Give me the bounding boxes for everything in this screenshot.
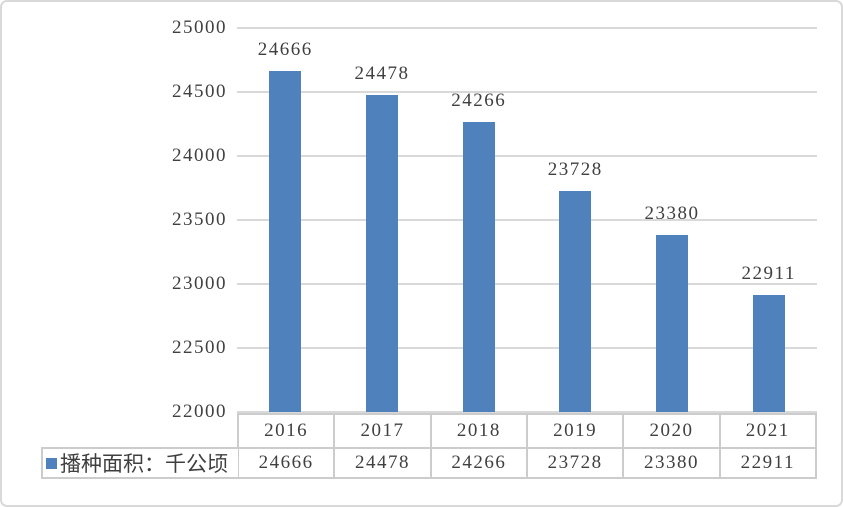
bar-value-label: 23380 bbox=[644, 203, 700, 225]
bar-2019 bbox=[559, 190, 592, 412]
gridline bbox=[237, 27, 817, 29]
gridline bbox=[237, 347, 817, 349]
bar-2018 bbox=[462, 122, 495, 412]
y-axis-tick-label: 22500 bbox=[172, 337, 227, 358]
year-cell: 2020 bbox=[622, 415, 718, 447]
value-cell: 24478 bbox=[333, 449, 429, 477]
table-value-row: 24666 24478 24266 23728 23380 22911 bbox=[237, 447, 817, 479]
bar-value-label: 24666 bbox=[257, 38, 313, 60]
bar-value-label: 22911 bbox=[741, 263, 796, 285]
y-axis-tick-label: 25000 bbox=[172, 17, 227, 38]
legend: 播种面积：千公顷 bbox=[41, 447, 238, 479]
bar-2021 bbox=[752, 295, 785, 412]
gridline bbox=[237, 411, 817, 413]
gridline bbox=[237, 91, 817, 93]
gridline bbox=[237, 155, 817, 157]
bar-2017 bbox=[366, 94, 398, 412]
y-axis-tick-label: 23000 bbox=[172, 273, 227, 294]
bar-2020 bbox=[656, 235, 688, 412]
table-year-row: 2016 2017 2018 2019 2020 2021 bbox=[237, 413, 817, 447]
value-cell: 24266 bbox=[429, 449, 526, 477]
year-cell: 2019 bbox=[525, 415, 622, 447]
y-axis-tick-label: 24500 bbox=[172, 81, 227, 102]
year-cell: 2018 bbox=[429, 415, 526, 447]
value-cell: 23728 bbox=[525, 449, 622, 477]
y-axis-tick-label: 23500 bbox=[172, 209, 227, 230]
bar-value-label: 24266 bbox=[451, 90, 507, 111]
bar-2016 bbox=[269, 70, 302, 412]
legend-swatch-icon bbox=[46, 457, 57, 469]
value-cell: 24666 bbox=[258, 452, 314, 473]
bar-value-label: 23728 bbox=[547, 158, 603, 180]
gridline bbox=[237, 283, 817, 285]
value-cell: 22911 bbox=[718, 449, 815, 477]
bar-value-label: 24478 bbox=[354, 62, 410, 84]
y-axis-tick-label: 22000 bbox=[172, 401, 227, 422]
year-cell: 2021 bbox=[718, 415, 815, 447]
year-cell: 2016 bbox=[264, 420, 309, 441]
value-cell: 23380 bbox=[622, 449, 718, 477]
legend-label: 播种面积：千公顷 bbox=[60, 452, 228, 476]
gridline bbox=[237, 219, 817, 221]
y-axis-tick-label: 24000 bbox=[172, 145, 227, 166]
year-cell: 2017 bbox=[333, 415, 429, 447]
